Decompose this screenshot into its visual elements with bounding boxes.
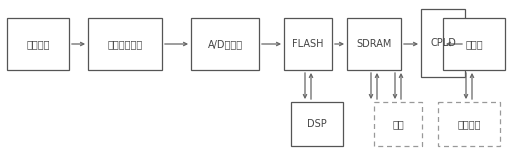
- Text: SDRAM: SDRAM: [356, 39, 392, 49]
- Text: 信号调理电路: 信号调理电路: [108, 39, 143, 49]
- Bar: [438, 102, 500, 146]
- Bar: [421, 9, 465, 77]
- Bar: [443, 18, 505, 70]
- Bar: [347, 18, 401, 70]
- Text: CPLD: CPLD: [430, 38, 456, 48]
- Text: 单片机: 单片机: [465, 39, 483, 49]
- Text: A/D转换器: A/D转换器: [207, 39, 243, 49]
- Text: DSP: DSP: [307, 119, 327, 129]
- Bar: [191, 18, 259, 70]
- Bar: [291, 102, 343, 146]
- Bar: [7, 18, 69, 70]
- Text: FLASH: FLASH: [292, 39, 324, 49]
- Text: 键盘: 键盘: [392, 119, 404, 129]
- Bar: [284, 18, 332, 70]
- Text: 电压信号: 电压信号: [26, 39, 50, 49]
- Bar: [374, 102, 422, 146]
- Bar: [88, 18, 162, 70]
- Text: 液晶显示: 液晶显示: [457, 119, 481, 129]
